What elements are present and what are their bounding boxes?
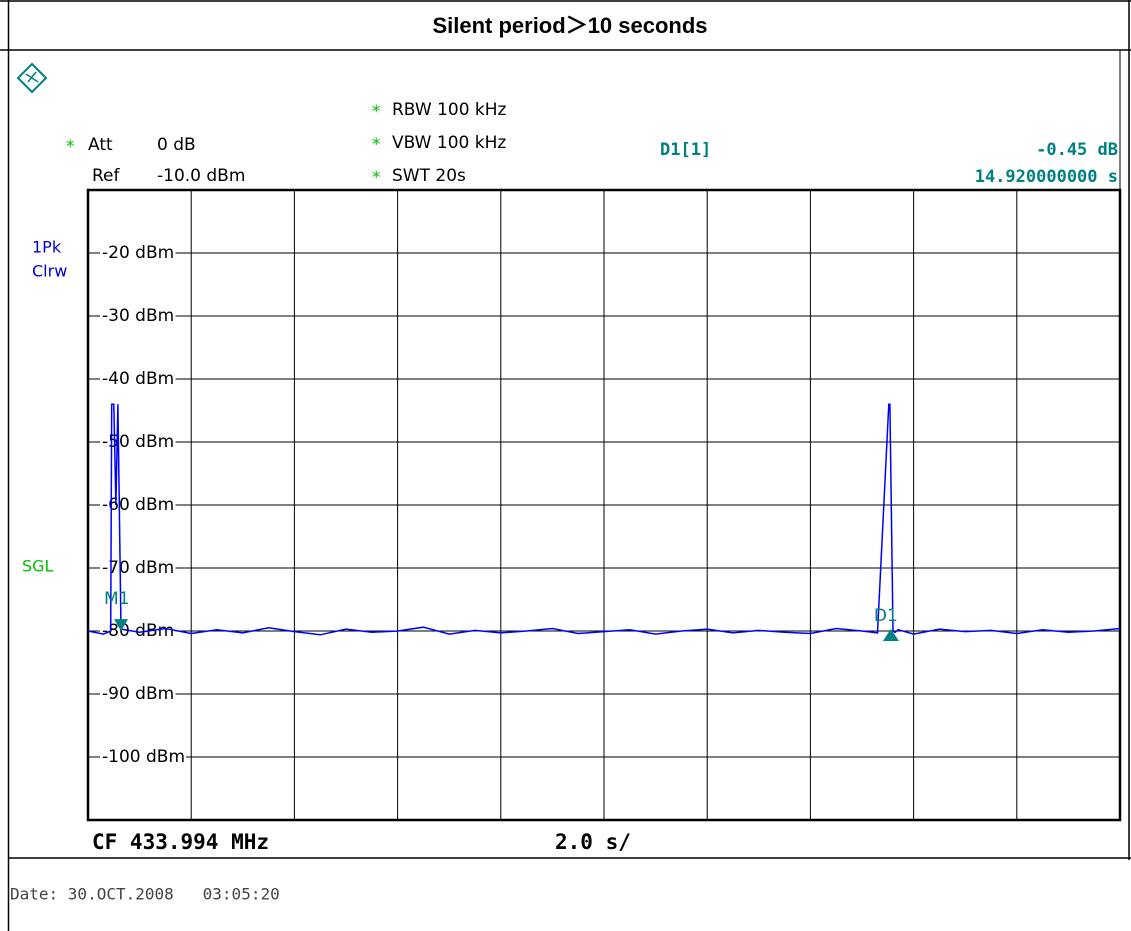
tick-label-bg bbox=[100, 683, 176, 705]
setting-text: RBW 100 kHz bbox=[392, 100, 507, 120]
y-tick-label: -80 dBm bbox=[102, 621, 174, 641]
setting-flag: * bbox=[372, 102, 381, 122]
marker bbox=[114, 619, 129, 632]
trace-mode: 1Pk bbox=[32, 238, 62, 257]
setting-text: SWT 20s bbox=[392, 166, 466, 186]
y-tick-label: -20 dBm bbox=[102, 243, 174, 263]
readout-name: D1[1] bbox=[660, 140, 711, 160]
y-tick-label: -60 dBm bbox=[102, 495, 174, 515]
setting-text: VBW 100 kHz bbox=[392, 133, 506, 153]
y-tick-label: -100 dBm bbox=[102, 747, 185, 767]
marker-label: D1 bbox=[874, 606, 898, 626]
center-frequency: CF 433.994 MHz bbox=[92, 830, 269, 854]
setting-value: 0 dB bbox=[157, 135, 196, 155]
tick-label-bg bbox=[100, 557, 176, 579]
tick-label-bg bbox=[100, 242, 176, 264]
tick-label-bg bbox=[100, 368, 176, 390]
trace-mode: Clrw bbox=[32, 262, 67, 281]
y-tick-label: -40 dBm bbox=[102, 369, 174, 389]
title: Silent period＞10 seconds bbox=[432, 13, 707, 38]
y-tick-label: -30 dBm bbox=[102, 306, 174, 326]
readout-position: 14.920000000 s bbox=[975, 167, 1118, 187]
trace bbox=[87, 403, 1121, 636]
setting-flag: * bbox=[372, 135, 381, 155]
setting-name: Ref bbox=[92, 166, 121, 186]
tick-label-bg bbox=[100, 746, 186, 768]
tick-label-bg bbox=[100, 305, 176, 327]
setting-name: Att bbox=[88, 135, 113, 155]
plot-frame bbox=[86, 188, 1122, 822]
y-tick-label: -90 dBm bbox=[102, 684, 174, 704]
readout-value: -0.45 dB bbox=[1036, 140, 1118, 160]
setting-flag: * bbox=[372, 168, 381, 188]
y-tick-label: -50 dBm bbox=[102, 432, 174, 452]
setting-value: -10.0 dBm bbox=[157, 166, 245, 186]
sweep-per-division: 2.0 s/ bbox=[555, 830, 631, 854]
sweep-mode: SGL bbox=[22, 557, 54, 576]
logo bbox=[16, 62, 48, 94]
marker-label: M1 bbox=[104, 589, 129, 609]
marker bbox=[882, 628, 899, 641]
setting-flag: * bbox=[66, 137, 75, 157]
y-tick-label: -70 dBm bbox=[102, 558, 174, 578]
date: Date: 30.OCT.2008 03:05:20 bbox=[10, 885, 280, 904]
